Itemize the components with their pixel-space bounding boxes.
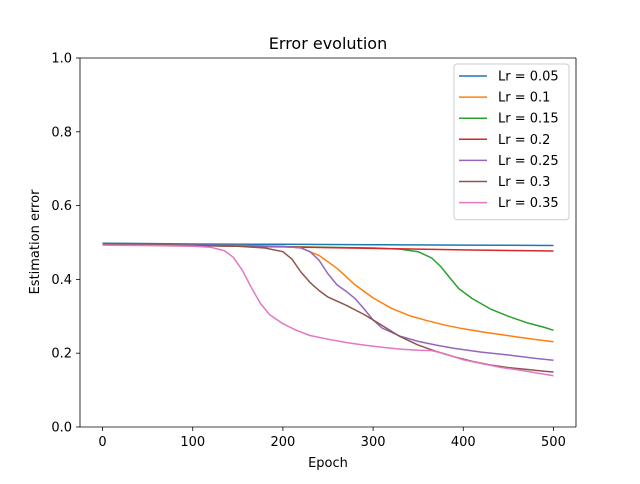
- x-tick-label: 100: [180, 435, 205, 450]
- y-axis-label: Estimation error: [28, 189, 43, 294]
- axes: [79, 57, 577, 428]
- legend-label: Lr = 0.3: [498, 175, 550, 190]
- series-lines: [102, 242, 554, 377]
- legend-label: Lr = 0.1: [498, 91, 550, 106]
- y-axis-ticks: 0.0 0.2 0.4 0.6 0.8 1.0: [51, 52, 80, 436]
- chart-title: Error evolution: [269, 34, 387, 53]
- series-line-5: [102, 243, 554, 361]
- series-line-1: [102, 242, 554, 247]
- legend: Lr = 0.05 Lr = 0.1 Lr = 0.15 Lr = 0.2 Lr = 0…: [453, 63, 570, 221]
- legend-label: Lr = 0.35: [498, 196, 559, 211]
- y-tick-label: 0.8: [51, 125, 72, 140]
- y-tick-label: 0.6: [51, 199, 72, 214]
- series-line-7: [102, 244, 554, 377]
- x-tick-label: 200: [270, 435, 295, 450]
- y-tick-label: 0.2: [51, 347, 72, 362]
- legend-label: Lr = 0.2: [498, 133, 550, 148]
- x-tick-label: 500: [541, 435, 566, 450]
- legend-label: Lr = 0.25: [498, 154, 559, 169]
- y-tick-label: 0.0: [51, 421, 72, 436]
- legend-label: Lr = 0.15: [498, 112, 559, 127]
- x-tick-label: 0: [98, 435, 106, 450]
- legend-label: Lr = 0.05: [498, 70, 559, 85]
- x-tick-label: 400: [451, 435, 476, 450]
- x-axis-ticks: 0 100 200 300 400 500: [98, 427, 566, 450]
- x-axis-label: Epoch: [308, 456, 348, 471]
- y-tick-label: 0.4: [51, 273, 72, 288]
- y-tick-label: 1.0: [51, 52, 72, 67]
- x-tick-label: 300: [361, 435, 386, 450]
